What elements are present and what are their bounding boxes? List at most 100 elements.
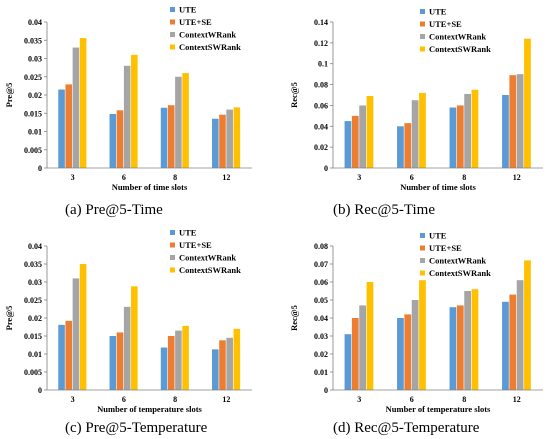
y-tick-label: 0.03	[28, 55, 42, 64]
y-tick-label: 0.005	[24, 146, 42, 155]
bar-ute-8	[449, 107, 457, 168]
bar-contextswrank-12	[524, 260, 531, 390]
y-axis-title: Rec@5	[289, 82, 299, 108]
y-tick-label: 0.03	[28, 278, 42, 287]
chart-caption: (d) Rec@5-Temperature	[333, 420, 480, 436]
y-tick-label: 0.06	[314, 278, 328, 287]
legend-swatch	[170, 255, 175, 260]
x-axis-title: Number of temperature slots	[97, 404, 202, 414]
y-tick-label: 0.01	[28, 350, 42, 359]
bar-contextswrank-6	[131, 286, 138, 390]
y-tick-label: 0.1	[318, 60, 328, 69]
legend-label: ContextWRank	[179, 253, 236, 263]
legend-swatch	[170, 32, 175, 37]
bar-contextswrank-6	[419, 92, 426, 168]
y-tick-label: 0.025	[24, 296, 42, 305]
y-tick-label: 0.025	[24, 73, 42, 82]
bar-contextwrank-3	[359, 305, 366, 390]
x-tick-label: 6	[410, 173, 414, 182]
y-tick-label: 0	[324, 386, 328, 395]
legend-swatch	[170, 44, 175, 50]
bar-ute-12	[502, 95, 509, 168]
x-tick-label: 8	[462, 395, 466, 404]
legend-label: UTE+SE	[179, 240, 212, 250]
legend-swatch	[170, 267, 175, 273]
x-tick-label: 8	[173, 173, 177, 182]
bar-ute-3	[344, 334, 352, 390]
y-tick-label: 0.02	[314, 350, 328, 359]
bar-ute-8	[449, 307, 457, 390]
bar-contextswrank-12	[233, 107, 241, 168]
y-tick-label: 0.14	[314, 18, 328, 27]
bar-ute-8	[160, 107, 168, 168]
bar-contextwrank-6	[123, 306, 131, 390]
bar-ute-se-8	[167, 105, 175, 168]
y-tick-label: 0.005	[24, 368, 42, 377]
legend-label: ContextWRank	[429, 32, 486, 42]
y-tick-label: 0.035	[24, 36, 42, 45]
bar-contextwrank-6	[411, 300, 419, 390]
bar-contextswrank-12	[524, 38, 531, 168]
legend-swatch	[170, 7, 175, 12]
bar-contextswrank-8	[471, 289, 479, 390]
bar-ute-se-8	[456, 305, 464, 390]
chart-caption: (c) Pre@5-Temperature	[65, 420, 208, 436]
y-tick-label: 0.04	[28, 18, 42, 27]
legend-swatch	[170, 19, 175, 25]
x-tick-label: 8	[462, 173, 466, 182]
y-axis-title: Pre@5	[4, 306, 14, 331]
bar-contextwrank-12	[516, 280, 524, 390]
legend-swatch	[420, 258, 425, 263]
bar-contextswrank-6	[419, 280, 426, 390]
legend-label: UTE	[179, 228, 197, 238]
legend-label: ContextSWRank	[429, 44, 491, 54]
legend-label: UTE+SE	[429, 19, 462, 29]
legend-swatch	[170, 230, 175, 235]
bar-ute-se-6	[116, 110, 124, 168]
bar-ute-6	[109, 336, 117, 390]
legend-label: ContextSWRank	[179, 265, 241, 275]
x-tick-label: 12	[513, 395, 521, 404]
bar-contextwrank-8	[464, 291, 471, 390]
bar-contextswrank-8	[182, 73, 189, 168]
y-tick-label: 0.07	[314, 260, 328, 269]
bar-ute-6	[397, 126, 404, 168]
legend-swatch	[420, 270, 425, 276]
y-tick-label: 0.02	[28, 91, 42, 100]
bar-ute-se-12	[219, 340, 226, 390]
bar-ute-se-3	[65, 320, 73, 390]
y-tick-label: 0.01	[28, 128, 42, 137]
bar-contextswrank-3	[79, 38, 87, 169]
y-tick-label: 0.035	[24, 260, 42, 269]
bar-contextwrank-12	[226, 337, 233, 390]
bar-contextswrank-12	[233, 328, 241, 390]
x-tick-label: 6	[122, 395, 126, 404]
legend-label: UTE	[179, 5, 197, 15]
bar-contextwrank-6	[123, 65, 131, 168]
y-tick-label: 0.06	[314, 101, 328, 110]
y-tick-label: 0.03	[314, 332, 328, 341]
x-axis-title: Number of time slots	[112, 182, 188, 192]
y-tick-label: 0	[324, 164, 328, 173]
bar-ute-se-12	[219, 114, 226, 168]
x-tick-label: 6	[410, 395, 414, 404]
legend-swatch	[170, 242, 175, 248]
x-tick-label: 3	[357, 173, 361, 182]
bar-ute-se-3	[351, 318, 359, 390]
legend-swatch	[420, 233, 425, 238]
bar-contextwrank-8	[464, 93, 471, 168]
x-tick-label: 6	[122, 173, 126, 182]
bar-contextwrank-6	[411, 100, 419, 168]
bar-ute-12	[502, 301, 509, 390]
y-tick-label: 0.02	[314, 143, 328, 152]
x-axis-title: Number of temperature slots	[386, 404, 491, 414]
bar-contextswrank-8	[182, 325, 189, 390]
x-axis-title: Number of time slots	[400, 182, 476, 192]
legend-swatch	[420, 9, 425, 14]
legend-label: UTE+SE	[429, 243, 462, 253]
y-tick-label: 0.04	[314, 314, 328, 323]
bar-ute-3	[58, 89, 65, 168]
bar-contextwrank-12	[226, 109, 233, 168]
